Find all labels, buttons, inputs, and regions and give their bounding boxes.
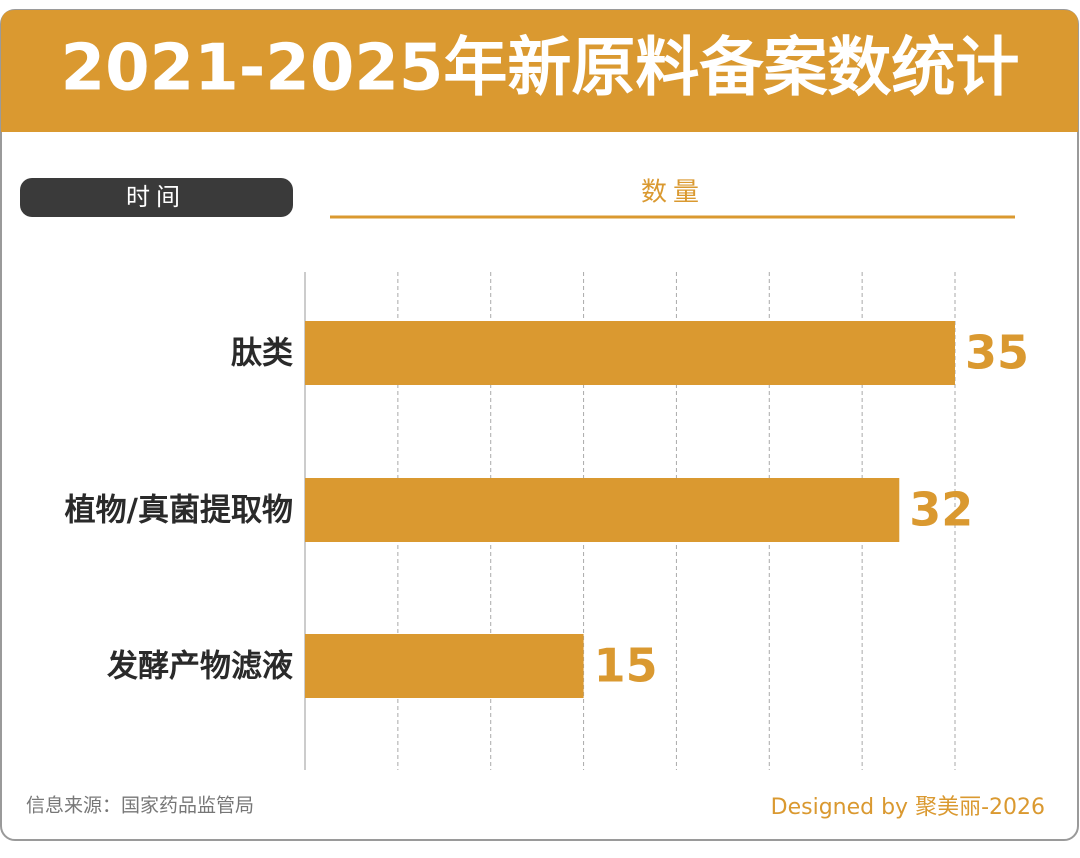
frame xyxy=(0,9,1079,841)
y-label-pill xyxy=(20,178,293,217)
bar xyxy=(305,321,955,385)
y-axis-label: 时间 xyxy=(126,183,186,211)
credit: Designed by 聚美丽-2026 xyxy=(771,795,1045,820)
y-tick-label: 植物/真菌提取物 xyxy=(65,493,293,529)
bar xyxy=(305,634,584,698)
value-label: 15 xyxy=(594,639,658,693)
value-label: 35 xyxy=(965,326,1029,380)
source: 信息来源：国家药品监管局 xyxy=(26,795,254,817)
y-tick-label: 发酵产物滤液 xyxy=(106,649,293,685)
y-tick-label: 肽类 xyxy=(231,336,293,372)
x-axis-label: 数量 xyxy=(641,178,705,208)
bar xyxy=(305,478,900,542)
title-band xyxy=(1,10,1078,132)
value-label: 32 xyxy=(909,483,973,537)
chart-title: 2021-2025年新原料备案数统计 xyxy=(61,32,1020,106)
